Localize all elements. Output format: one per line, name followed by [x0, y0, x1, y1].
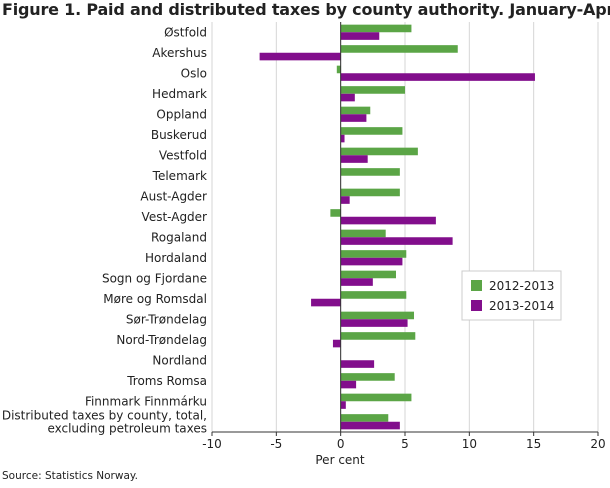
bar-2013-2014-0 — [340, 32, 380, 40]
legend-box — [461, 270, 562, 321]
bar-2013-2014-8 — [340, 196, 350, 204]
x-tick-label: -5 — [270, 437, 282, 451]
category-label: Nord-Trøndelag — [116, 333, 207, 347]
legend-swatch-2012-2013 — [471, 280, 482, 291]
chart-title: Figure 1. Paid and distributed taxes by … — [2, 0, 610, 19]
x-tick-label: 20 — [590, 437, 605, 451]
category-label: Vest-Agder — [142, 210, 208, 224]
category-label: Akershus — [152, 46, 207, 60]
bar-2013-2014-5 — [340, 134, 345, 143]
category-label: Buskerud — [151, 128, 207, 142]
bar-2013-2014-18 — [340, 401, 346, 409]
category-labels: Østfold Akershus Oslo Hedmark Oppland Buskeru… — [2, 25, 207, 435]
x-axis-label: Per cent — [315, 453, 365, 467]
bar-2012-2013-1 — [340, 45, 458, 53]
bar-2013-2014-19 — [340, 421, 400, 430]
bar-2012-2013-3 — [340, 86, 405, 94]
bar-2012-2013-15 — [340, 332, 416, 340]
bar-2013-2014-12 — [340, 278, 373, 286]
category-label: Hordaland — [145, 251, 207, 265]
bar-2012-2013-12 — [340, 270, 396, 279]
bar-2013-2014-4 — [340, 114, 367, 122]
bar-2012-2013-11 — [340, 250, 407, 258]
category-label: Oslo — [181, 66, 207, 80]
bar-2013-2014-11 — [340, 257, 403, 266]
grid-lines — [211, 22, 599, 432]
bar-2012-2013-7 — [340, 168, 400, 176]
category-label: Oppland — [156, 107, 207, 121]
category-label: Aust-Agder — [140, 189, 207, 203]
bar-2013-2014-10 — [340, 237, 453, 245]
bar-group — [259, 24, 535, 430]
bar-2012-2013-9 — [330, 209, 341, 217]
legend-label-2012-2013: 2012-2013 — [489, 279, 554, 293]
category-label: Rogaland — [151, 230, 207, 244]
category-label: Nordland — [152, 353, 207, 367]
bar-2012-2013-18 — [340, 393, 412, 402]
bar-2012-2013-8 — [340, 188, 400, 197]
x-tick-label: 5 — [401, 437, 409, 451]
legend-swatch-2013-2014 — [471, 300, 482, 311]
x-tick-label: 15 — [526, 437, 541, 451]
bar-2012-2013-10 — [340, 229, 386, 238]
bar-2013-2014-1 — [259, 52, 341, 61]
bar-2012-2013-13 — [340, 291, 407, 299]
bar-chart: Østfold Akershus Oslo Hedmark Oppland Buskeru… — [2, 22, 606, 467]
bar-2012-2013-14 — [340, 311, 415, 320]
category-label: Finnmark Finnmárku — [85, 394, 207, 408]
source-note: Source: Statistics Norway. — [2, 470, 138, 482]
category-label: Vestfold — [159, 148, 207, 162]
category-label: Telemark — [152, 169, 207, 183]
bar-2012-2013-5 — [340, 127, 403, 135]
bar-2013-2014-13 — [311, 298, 341, 307]
category-label: Østfold — [164, 25, 207, 39]
bar-2013-2014-14 — [340, 319, 408, 327]
bar-2013-2014-3 — [340, 93, 355, 102]
x-tick-label: 10 — [462, 437, 477, 451]
bar-2013-2014-2 — [340, 73, 535, 81]
bar-2012-2013-0 — [340, 24, 412, 33]
bar-2013-2014-6 — [340, 155, 368, 163]
bar-2012-2013-6 — [340, 147, 418, 156]
bar-2013-2014-17 — [340, 380, 357, 389]
x-axis: -10 -5 0 5 10 15 20 — [202, 22, 606, 451]
bar-2013-2014-16 — [340, 360, 375, 368]
bar-2013-2014-9 — [340, 216, 436, 225]
category-label: Distributed taxes by county, total, exclu… — [2, 408, 207, 435]
x-tick-label: -10 — [202, 437, 222, 451]
category-label: Troms Romsa — [126, 374, 207, 388]
bar-2012-2013-2 — [336, 65, 341, 74]
x-tick-label: 0 — [337, 437, 345, 451]
category-label: Hedmark — [152, 87, 207, 101]
bar-2012-2013-4 — [340, 106, 371, 115]
legend: 2012-2013 2013-2014 — [461, 270, 562, 321]
category-label: Sør-Trøndelag — [126, 312, 207, 326]
category-label: Møre og Romsdal — [103, 292, 207, 306]
category-label: Sogn og Fjordane — [102, 271, 207, 285]
legend-label-2013-2014: 2013-2014 — [489, 299, 554, 313]
bar-2012-2013-17 — [340, 373, 395, 381]
bar-2013-2014-15 — [332, 339, 341, 348]
bar-2012-2013-19 — [340, 414, 389, 422]
